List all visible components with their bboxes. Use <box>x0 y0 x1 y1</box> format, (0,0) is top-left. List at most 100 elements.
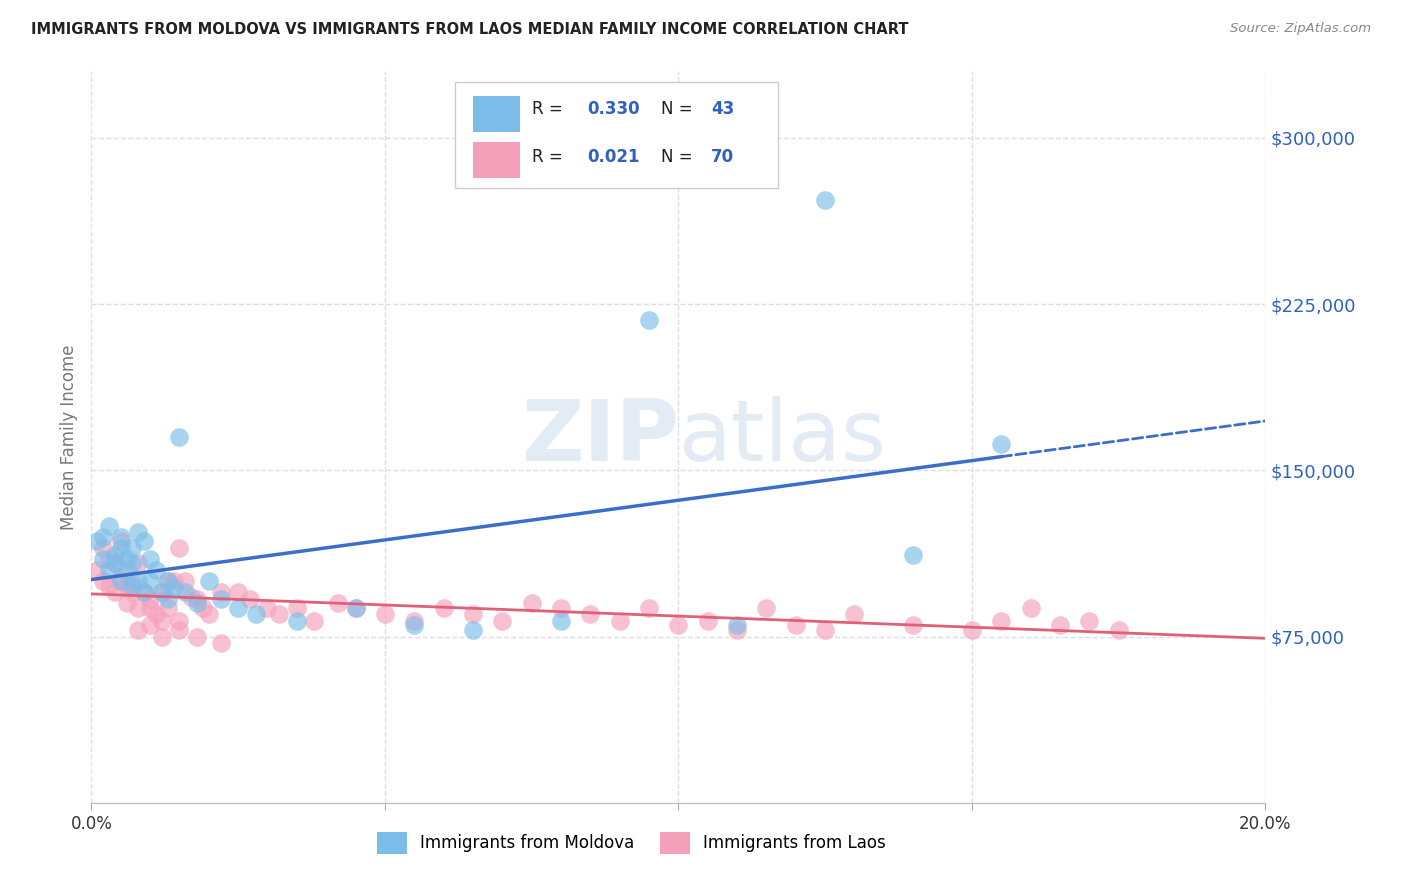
Point <box>903 618 925 632</box>
Point <box>186 630 208 644</box>
Point <box>86 534 108 549</box>
Point <box>520 596 543 610</box>
Point <box>755 600 778 615</box>
Legend: Immigrants from Moldova, Immigrants from Laos: Immigrants from Moldova, Immigrants from… <box>370 826 893 860</box>
Point <box>239 591 262 606</box>
Point <box>110 530 132 544</box>
Point <box>960 623 983 637</box>
Point <box>150 630 173 644</box>
Point <box>169 614 191 628</box>
Text: N =: N = <box>661 100 697 118</box>
Point <box>404 618 426 632</box>
Point <box>104 557 127 571</box>
Point <box>121 574 143 589</box>
Point <box>98 578 121 592</box>
Point <box>115 596 138 610</box>
Point <box>169 541 191 555</box>
Point <box>226 585 249 599</box>
Point <box>304 614 326 628</box>
Point <box>491 614 513 628</box>
Point <box>110 574 132 589</box>
Point <box>209 636 232 650</box>
Point <box>169 430 191 444</box>
Point <box>785 618 807 632</box>
Point <box>127 600 149 615</box>
Point <box>638 600 661 615</box>
Point <box>115 578 138 592</box>
Point <box>156 574 179 589</box>
Point <box>197 574 219 589</box>
Point <box>285 614 308 628</box>
Point <box>404 614 426 628</box>
Point <box>134 585 156 599</box>
Point <box>139 618 162 632</box>
Text: Source: ZipAtlas.com: Source: ZipAtlas.com <box>1230 22 1371 36</box>
Text: 43: 43 <box>711 100 734 118</box>
Point <box>814 623 837 637</box>
Point <box>326 596 349 610</box>
Point <box>432 600 454 615</box>
Point <box>145 563 167 577</box>
Point <box>1049 618 1071 632</box>
Point <box>903 548 925 562</box>
Point <box>245 607 267 622</box>
Point <box>115 563 138 577</box>
Point <box>127 525 149 540</box>
Point <box>990 436 1012 450</box>
Point <box>666 618 689 632</box>
Text: R =: R = <box>531 100 568 118</box>
Point <box>121 578 143 592</box>
Y-axis label: Median Family Income: Median Family Income <box>59 344 77 530</box>
Point <box>121 585 143 599</box>
Text: IMMIGRANTS FROM MOLDOVA VS IMMIGRANTS FROM LAOS MEDIAN FAMILY INCOME CORRELATION: IMMIGRANTS FROM MOLDOVA VS IMMIGRANTS FR… <box>31 22 908 37</box>
Point <box>91 552 114 566</box>
Point <box>110 534 132 549</box>
FancyBboxPatch shape <box>472 143 520 178</box>
Point <box>162 574 184 589</box>
Point <box>1108 623 1130 637</box>
Point <box>174 585 197 599</box>
Point <box>285 600 308 615</box>
Point <box>209 585 232 599</box>
Point <box>461 623 484 637</box>
Point <box>180 590 202 604</box>
Point <box>98 518 121 533</box>
Point <box>344 600 367 615</box>
FancyBboxPatch shape <box>456 82 778 188</box>
Text: R =: R = <box>531 148 568 166</box>
Text: ZIP: ZIP <box>520 395 678 479</box>
Point <box>226 600 249 615</box>
Point <box>134 534 156 549</box>
Point <box>191 600 214 615</box>
Point <box>150 585 173 599</box>
Point <box>98 552 121 566</box>
Point <box>98 563 121 577</box>
Point <box>209 591 232 606</box>
Point <box>186 596 208 610</box>
Point <box>1019 600 1042 615</box>
Point <box>91 541 114 555</box>
Point <box>550 614 572 628</box>
Point <box>86 563 108 577</box>
Point <box>91 574 114 589</box>
Point <box>461 607 484 622</box>
Text: 0.330: 0.330 <box>586 100 640 118</box>
Point <box>579 607 602 622</box>
Point <box>139 600 162 615</box>
Point <box>269 607 291 622</box>
Point <box>150 614 173 628</box>
Point <box>104 557 127 571</box>
Point <box>104 585 127 599</box>
Point <box>91 530 114 544</box>
Text: atlas: atlas <box>678 395 886 479</box>
Point <box>186 591 208 606</box>
Point <box>115 552 138 566</box>
Text: 70: 70 <box>711 148 734 166</box>
Point <box>110 570 132 584</box>
Point <box>110 541 132 555</box>
Text: 0.021: 0.021 <box>586 148 640 166</box>
Point <box>169 623 191 637</box>
Point <box>609 614 631 628</box>
Point <box>814 193 837 207</box>
Point <box>156 600 179 615</box>
